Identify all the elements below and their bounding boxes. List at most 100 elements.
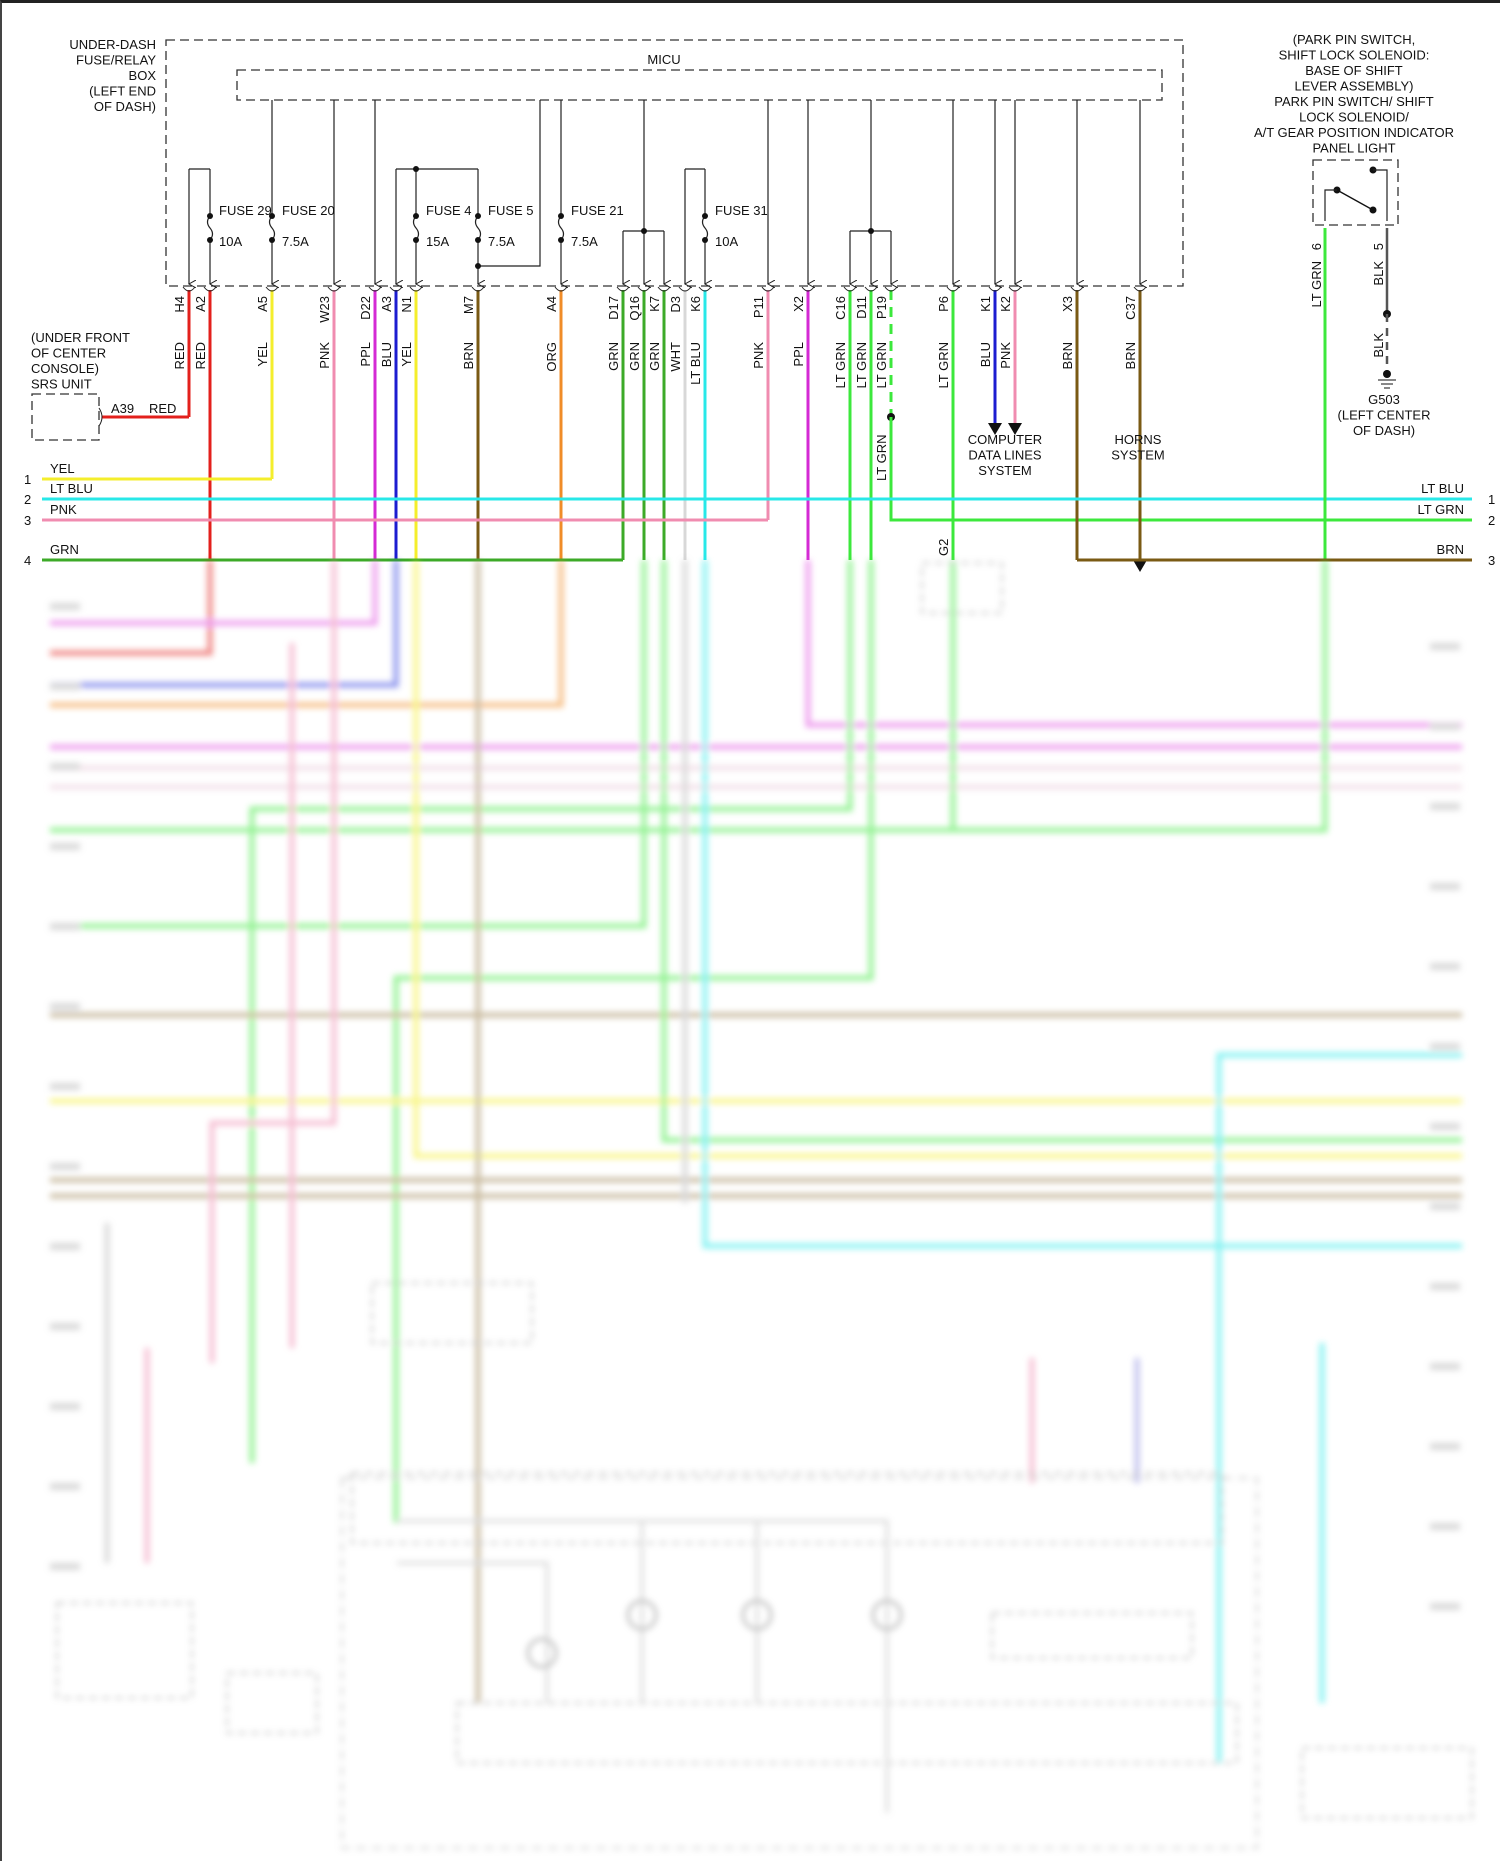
fuse-box-label-line: UNDER-DASH bbox=[69, 37, 156, 52]
pin-A2-label: A2 bbox=[193, 296, 208, 312]
blurred-wire bbox=[50, 560, 564, 708]
park-switch-line: A/T GEAR POSITION INDICATOR bbox=[1254, 125, 1454, 140]
blurred-text bbox=[1430, 643, 1460, 650]
connector-terminal-icon bbox=[368, 286, 382, 292]
bus-left-number: 2 bbox=[24, 492, 31, 507]
g503-line: G503 bbox=[1368, 392, 1400, 407]
arrow-icon bbox=[988, 423, 1002, 435]
fuse-box-label-line: OF DASH) bbox=[94, 99, 156, 114]
srs-unit-box bbox=[31, 393, 100, 441]
srs-label-line: OF CENTER bbox=[31, 346, 106, 361]
blurred-wire bbox=[1216, 1052, 1462, 1763]
pin-P6-label: P6 bbox=[936, 296, 951, 312]
pin-H4-label: H4 bbox=[172, 296, 187, 313]
park-switch-pin6-wire-label: LT GRN bbox=[1309, 261, 1324, 307]
blurred-text bbox=[50, 1163, 80, 1170]
srs-wire-label: RED bbox=[149, 401, 176, 416]
blurred-component-box bbox=[351, 1472, 1223, 1544]
connector-terminal-icon bbox=[471, 286, 485, 292]
blurred-wire bbox=[393, 560, 874, 1523]
wire-color-label: PPL bbox=[791, 342, 806, 367]
p19-lower-wire-label: LT GRN bbox=[874, 435, 889, 481]
fuse-name-label: FUSE 29 bbox=[219, 203, 272, 218]
srs-label-line: CONSOLE) bbox=[31, 361, 99, 376]
blurred-text bbox=[1430, 1283, 1460, 1290]
wire-color-label: LT GRN bbox=[854, 342, 869, 388]
blurred-text bbox=[50, 1243, 80, 1250]
fuse-name-label: FUSE 4 bbox=[426, 203, 472, 218]
blurred-text bbox=[1430, 963, 1460, 970]
connector-terminal-icon bbox=[761, 286, 775, 292]
connector-terminal-icon bbox=[98, 407, 103, 427]
horns-system-line: HORNS bbox=[1115, 432, 1162, 447]
micu-label: MICU bbox=[647, 52, 680, 67]
connector-terminal-icon bbox=[678, 286, 692, 292]
srs-pin-label: A39 bbox=[111, 401, 134, 416]
fuse-terminal bbox=[269, 213, 275, 219]
wire-color-label: RED bbox=[172, 342, 187, 369]
bus-lines: 1 YEL 2 LT BLU 3 PNK 4 GRN 1 LT BLU 2 LT GRN 3 BRN bbox=[24, 461, 1495, 568]
bus-left-number: 4 bbox=[24, 553, 31, 568]
pin-C16-label: C16 bbox=[833, 296, 848, 320]
blurred-wire bbox=[413, 560, 1462, 1159]
blurred-bulb-icon bbox=[626, 1599, 658, 1631]
park-switch-line: (PARK PIN SWITCH, bbox=[1293, 32, 1416, 47]
connector-terminal-icon bbox=[616, 286, 630, 292]
pin-A3-label: A3 bbox=[379, 296, 394, 312]
connector-terminal-icon bbox=[864, 286, 878, 292]
pin-K7-label: K7 bbox=[647, 296, 662, 312]
connector-terminal-icon bbox=[637, 286, 651, 292]
internal-wire bbox=[478, 100, 541, 267]
blurred-component-box bbox=[56, 1602, 193, 1699]
blurred-component-box bbox=[341, 1477, 1258, 1849]
blurred-text bbox=[50, 843, 80, 850]
g503-line: (LEFT CENTER bbox=[1338, 408, 1431, 423]
bus-right-label: LT GRN bbox=[1418, 502, 1464, 517]
blurred-bulb-icon bbox=[741, 1599, 773, 1631]
fuse-name-label: FUSE 5 bbox=[488, 203, 534, 218]
blurred-component-box bbox=[456, 1702, 1238, 1764]
wire-color-label: PPL bbox=[358, 342, 373, 367]
connector-terminal-icon bbox=[389, 286, 403, 292]
fuse-terminal bbox=[269, 237, 275, 243]
bus-left-number: 1 bbox=[24, 472, 31, 487]
wire-color-label: GRN bbox=[627, 342, 642, 371]
pin-X2-label: X2 bbox=[791, 296, 806, 312]
pin-A4-label: A4 bbox=[544, 296, 559, 312]
srs-label-line: SRS UNIT bbox=[31, 377, 92, 392]
blurred-wire bbox=[209, 560, 337, 1363]
fuse-icon bbox=[701, 215, 709, 241]
blurred-wire bbox=[50, 560, 213, 656]
bus-left-label: GRN bbox=[50, 542, 79, 557]
srs-label-line: (UNDER FRONT bbox=[31, 330, 130, 345]
wire-color-label: GRN bbox=[647, 342, 662, 371]
bus-left-label: PNK bbox=[50, 502, 77, 517]
fuse-terminal bbox=[702, 213, 708, 219]
blurred-wire bbox=[249, 560, 853, 1463]
fuse-rating-label: 7.5A bbox=[282, 234, 309, 249]
bus-right-label: LT BLU bbox=[1421, 481, 1464, 496]
fuse-box-internal-wiring: FUSE 29 10A FUSE 20 7.5A FUSE 4 15A FUSE 5 7.5A… bbox=[189, 100, 1140, 284]
fuse-icon bbox=[412, 215, 420, 241]
connector-terminal-icon bbox=[1133, 286, 1147, 292]
blurred-component-box bbox=[921, 562, 1003, 614]
blurred-wire bbox=[397, 1519, 889, 1813]
blurred-text bbox=[50, 1083, 80, 1090]
connector-terminal-icon bbox=[327, 286, 341, 292]
connector-terminal-icon bbox=[801, 286, 815, 292]
park-switch-line: SHIFT LOCK SOLENOID: bbox=[1279, 48, 1430, 63]
blurred-text bbox=[1430, 1203, 1460, 1210]
wire-color-label: LT GRN bbox=[874, 342, 889, 388]
pin-K6-label: K6 bbox=[688, 296, 703, 312]
blurred-text bbox=[50, 603, 80, 610]
fuse-relay-box-outline bbox=[165, 39, 1184, 287]
wire-color-label: BLU bbox=[978, 342, 993, 367]
internal-wire bbox=[850, 100, 891, 232]
park-switch-line: PARK PIN SWITCH/ SHIFT bbox=[1274, 94, 1433, 109]
connector-terminal-icon bbox=[884, 286, 898, 292]
wire-color-label: YEL bbox=[255, 342, 270, 367]
blurred-wire bbox=[50, 560, 378, 626]
computer-data-lines-line: COMPUTER bbox=[968, 432, 1042, 447]
blurred-wire bbox=[661, 560, 1462, 1143]
pin-N1-label: N1 bbox=[399, 296, 414, 313]
